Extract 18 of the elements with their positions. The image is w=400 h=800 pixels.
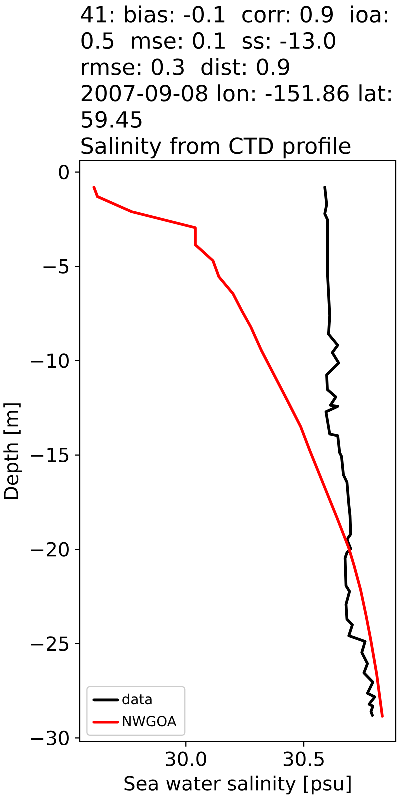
y-tick-label: −15 (31, 448, 69, 462)
legend-label: NWGOA (123, 716, 177, 727)
line-series (92, 186, 384, 718)
y-tick-label: −30 (31, 730, 69, 746)
text: Salinity from CTD profile (82, 137, 351, 159)
x-axis-title: Sea water salinity [psu] (124, 776, 351, 795)
x-tick-label: 30.5 (284, 752, 324, 766)
x-tick-label: 30.0 (166, 752, 206, 766)
legend-label: data (122, 694, 152, 705)
chart-subtitle: 2007-09-08 lon: -151.86 lat: 59.45 (82, 84, 391, 128)
y-tick-label: −10 (31, 354, 69, 368)
y-tick-label: 0 (59, 164, 69, 180)
y-axis-title: Depth [m] (4, 404, 22, 500)
line-series (324, 186, 376, 717)
chart-title: 41: bias: -0.1 corr: 0.9 ioa: 0.5 mse: 0.1 ss: -13.0 rmse: 0.3 dist: 0.9 (81, 6, 388, 76)
y-tick-label: −25 (31, 636, 69, 652)
y-tick-label: −5 (44, 259, 69, 274)
y-tick-label: −20 (31, 542, 69, 557)
